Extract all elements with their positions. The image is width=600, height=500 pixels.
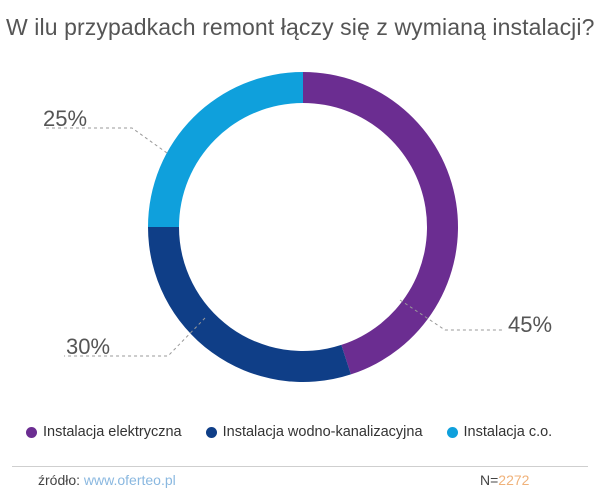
legend-dot-wodno-kanalizacyjna <box>205 426 217 438</box>
percent-label-co: 25% <box>43 106 87 131</box>
donut-chart: 45% 30% 25% <box>43 72 552 382</box>
percent-label-elektryczna: 45% <box>508 312 552 337</box>
percent-label-wodno-kanalizacyjna: 30% <box>66 334 110 359</box>
sample-size-value: 2272 <box>498 472 530 488</box>
slice-elektryczna <box>303 72 458 375</box>
legend-item-elektryczna: Instalacja elektryczna <box>26 424 182 440</box>
leader-line-co <box>45 127 168 154</box>
chart-title: W ilu przypadkach remont łączy się z wym… <box>6 14 595 40</box>
legend-item-co: Instalacja c.o. <box>446 424 553 440</box>
footer-divider <box>12 466 588 467</box>
source-label: źródło: <box>38 472 81 488</box>
sample-size: N=2272 <box>480 472 529 488</box>
leader-line-elektryczna <box>399 299 502 331</box>
legend-label-wodno-kanalizacyjna: Instalacja wodno-kanalizacyjna <box>222 424 423 440</box>
slice-wodno-kanalizacyjna <box>148 227 351 382</box>
slice-co <box>148 72 303 227</box>
sample-size-label: N= <box>480 472 499 488</box>
leader-line-wodno-kanalizacyjna <box>64 317 206 357</box>
legend-dot-elektryczna <box>26 426 37 438</box>
legend-item-wodno-kanalizacyjna: Instalacja wodno-kanalizacyjna <box>205 424 423 440</box>
legend-dot-co <box>446 426 458 438</box>
source-note: źródło: www.oferteo.pl <box>38 472 176 488</box>
legend-label-elektryczna: Instalacja elektryczna <box>43 424 182 440</box>
legend: Instalacja elektryczna Instalacja wodno-… <box>26 424 586 440</box>
source-link[interactable]: www.oferteo.pl <box>83 472 176 488</box>
legend-label-co: Instalacja c.o. <box>463 424 553 440</box>
